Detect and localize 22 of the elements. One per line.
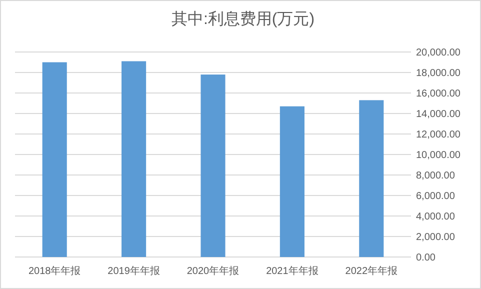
y-tick-label: 20,000.00: [416, 48, 461, 58]
chart-title: 其中:利息费用(万元): [171, 10, 315, 28]
y-tick-label: 8,000.00: [416, 170, 456, 182]
bar: [359, 100, 384, 257]
bar: [280, 106, 304, 257]
bar: [200, 74, 226, 257]
y-tick-label: 18,000.00: [416, 68, 461, 79]
bar: [122, 61, 146, 257]
y-tick-label: 12,000.00: [416, 130, 461, 140]
y-tick-label: 10,000.00: [416, 150, 461, 161]
y-tick-label: 4,000.00: [416, 212, 456, 222]
y-tick-label: 0.00: [416, 252, 436, 264]
x-tick-label: 2020年年报: [186, 265, 240, 277]
y-tick-label: 6,000.00: [416, 191, 456, 202]
y-tick-label: 16,000.00: [416, 88, 461, 100]
y-tick-label: 14,000.00: [416, 109, 461, 120]
x-tick-label: 2021年年报: [266, 265, 318, 277]
x-tick-label: 2022年年报: [345, 265, 398, 277]
x-tick-label: 2019年年报: [108, 265, 160, 277]
x-tick-label: 2018年年报: [28, 265, 81, 277]
y-tick-label: 2,000.00: [416, 232, 456, 243]
bar: [42, 62, 67, 257]
